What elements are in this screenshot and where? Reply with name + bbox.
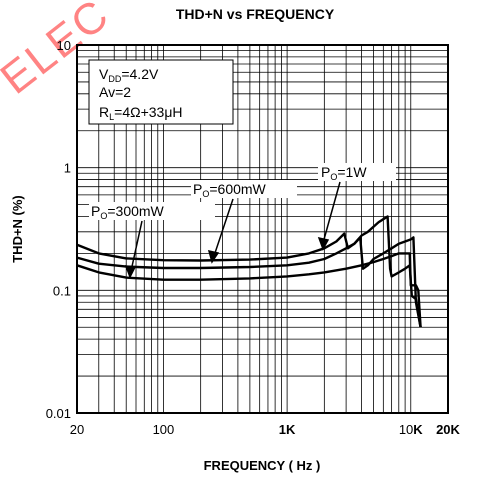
y-tick-label: 10 [57,38,71,53]
x-tick-label: 20K [436,422,460,437]
x-tick-label: 10K [399,422,423,437]
arrow-600mw [213,198,234,257]
series-label-300mw: PO=300mW [91,203,165,221]
x-tick-label: 1K [279,422,296,437]
condition-rl: RL=4Ω+33μH [99,104,183,122]
series-label-1w: PO=1W [321,164,367,182]
y-tick-label: 0.01 [46,406,71,421]
label-arrows [124,181,341,279]
x-tick-label: 100 [153,422,175,437]
arrow-300mw [130,220,143,272]
series-line-2 [76,252,422,328]
condition-av: Av=2 [99,84,131,100]
arrowhead-300mw [124,265,137,279]
y-tick-labels: 0.01 0.1 1 10 [46,38,71,421]
y-tick-label: 0.1 [53,283,71,298]
chart-title: THD+N vs FREQUENCY [176,6,335,22]
label-box-600mw [191,180,297,198]
series-group [76,215,422,328]
series-line-0 [76,215,422,328]
label-box-1w [318,163,396,181]
conditions-box [88,59,234,125]
y-tick-label: 1 [64,161,71,176]
y-axis-label: THD+N (%) [10,195,25,263]
x-axis-label: FREQUENCY ( Hz ) [204,458,321,473]
arrowhead-600mw [207,249,220,264]
series-line-1 [76,236,422,328]
x-tick-label: 20 [70,422,84,437]
x-tick-labels: 20 100 1K 10K 20K [70,422,461,437]
label-box-300mw [89,202,215,220]
arrow-1w [322,181,341,244]
series-label-600mw: PO=600mW [193,181,267,199]
arrowhead-1w [317,236,330,251]
condition-vdd: VDD=4.2V [99,66,159,84]
plot-frame [76,44,449,414]
